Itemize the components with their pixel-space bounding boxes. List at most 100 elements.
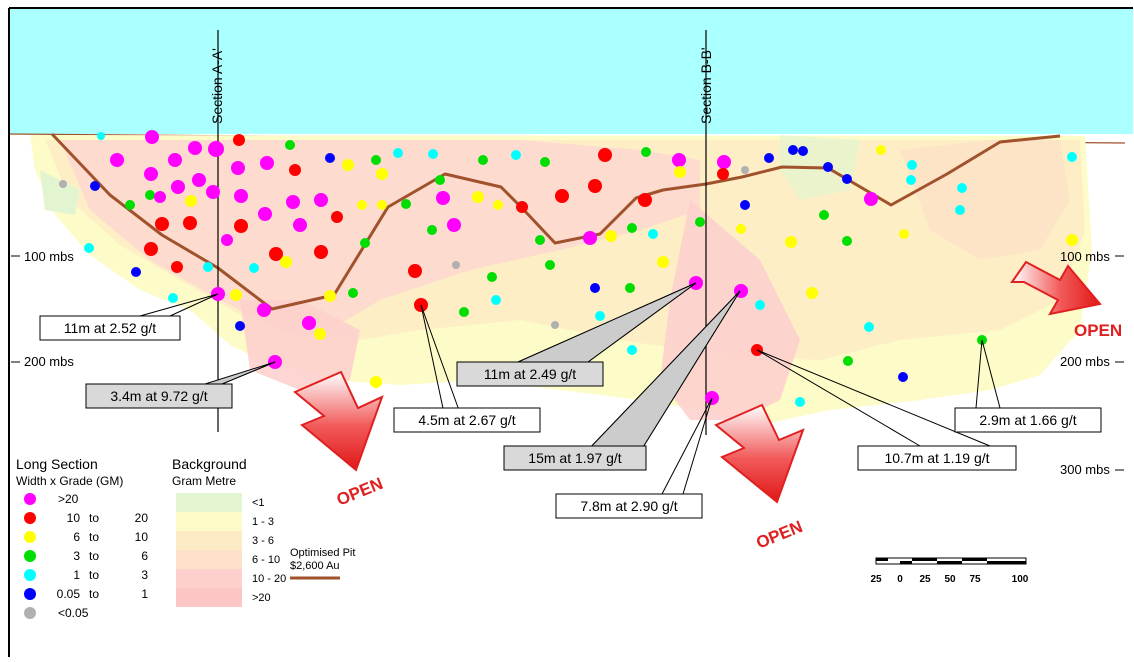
legend-swatch	[24, 588, 36, 600]
drill-intercept-dot	[360, 238, 370, 248]
drill-intercept-dot	[234, 189, 248, 203]
drill-intercept-dot	[110, 153, 124, 167]
drill-intercept-dot	[145, 190, 155, 200]
drill-intercept-dot	[955, 205, 965, 215]
drill-intercept-dot	[648, 229, 658, 239]
drill-intercept-dot	[314, 193, 328, 207]
scale-label: 75	[969, 574, 981, 585]
drill-intercept-dot	[511, 150, 521, 160]
sky-area	[9, 8, 1133, 134]
background-legend-swatch	[176, 531, 242, 550]
drill-intercept-dot	[285, 140, 295, 150]
drill-intercept-dot	[331, 211, 343, 223]
drill-intercept-dot	[144, 242, 158, 256]
open-label-left: OPEN	[334, 474, 386, 510]
background-legend-label: 1 - 3	[252, 516, 274, 528]
drill-intercept-dot	[906, 175, 916, 185]
legend-items: >20 10 to 20 6 to 10 3 to 6 1 to 3 0.05 to 1 <0.05	[24, 492, 148, 620]
drill-intercept-dot	[741, 166, 749, 174]
background-legend-label: >20	[252, 592, 271, 604]
open-arrow-middle: OPEN	[714, 403, 805, 553]
background-legend-label: 6 - 10	[252, 554, 280, 566]
drill-intercept-dot	[740, 200, 750, 210]
callout-box-8: 2.9m at 1.66 g/t	[954, 407, 1102, 433]
drill-intercept-dot	[427, 225, 437, 235]
drill-intercept-dot	[145, 130, 159, 144]
section-a-label: Section A-A'	[209, 48, 225, 124]
scale-label: 25	[870, 574, 882, 585]
drill-intercept-dot	[90, 181, 100, 191]
legend-swatch	[24, 493, 36, 505]
legend-range-high: 1	[141, 587, 148, 601]
drill-intercept-dot	[864, 322, 874, 332]
drill-intercept-dot	[717, 155, 731, 169]
drill-intercept-dot	[131, 267, 141, 277]
drill-intercept-dot	[736, 224, 746, 234]
drill-intercept-dot	[864, 192, 878, 206]
drill-intercept-dot	[516, 201, 528, 213]
legend-pit: Optimised Pit $2,600 Au	[290, 547, 355, 580]
open-label-middle: OPEN	[753, 517, 805, 553]
background-legend-title: Background	[172, 456, 247, 472]
drill-intercept-dot	[452, 261, 460, 269]
callout-text-6: 7.8m at 2.90 g/t	[580, 498, 677, 514]
legend-swatch	[24, 531, 36, 543]
pit-legend-line2: $2,600 Au	[290, 560, 340, 572]
drill-intercept-dot	[289, 164, 301, 176]
drill-intercept-dot	[231, 161, 245, 175]
drill-intercept-dot	[428, 149, 438, 159]
legend-subtitle: Width x Grade (GM)	[16, 474, 123, 488]
background-legend-swatch	[176, 512, 242, 531]
legend-swatch	[24, 512, 36, 524]
callout-text-3: 4.5m at 2.67 g/t	[418, 412, 515, 428]
background-legend-label: 3 - 6	[252, 535, 274, 547]
drill-intercept-dot	[625, 283, 635, 293]
legend-range-low: <0.05	[58, 606, 89, 620]
drill-intercept-dot	[314, 245, 328, 259]
depth-label-right-300: 300 mbs	[1060, 462, 1110, 477]
scale-label: 25	[919, 574, 931, 585]
drill-intercept-dot	[293, 218, 307, 232]
drill-intercept-dot	[595, 311, 605, 321]
callout-box-4: 11m at 2.49 g/t	[456, 361, 604, 387]
callout-box-3: 4.5m at 2.67 g/t	[393, 407, 541, 433]
drill-intercept-dot	[183, 216, 197, 230]
drill-intercept-dot	[447, 218, 461, 232]
callout-text-5: 15m at 1.97 g/t	[528, 450, 622, 466]
drill-intercept-dot	[348, 288, 358, 298]
drill-intercept-dot	[168, 293, 178, 303]
callout-text-2: 3.4m at 9.72 g/t	[110, 388, 207, 404]
drill-intercept-dot	[258, 207, 272, 221]
background-legend-swatch	[176, 550, 242, 569]
callout-box-5: 15m at 1.97 g/t	[503, 445, 647, 471]
drill-intercept-dot	[144, 167, 158, 181]
background-shading	[30, 135, 1092, 425]
drill-intercept-dot	[377, 200, 387, 210]
legend-range-low: 3	[73, 549, 80, 563]
legend-range-high: 20	[135, 511, 149, 525]
callout-box-6: 7.8m at 2.90 g/t	[555, 493, 703, 519]
callout-text-1: 11m at 2.52 g/t	[64, 320, 156, 336]
drill-intercept-dot	[717, 168, 729, 180]
scale-bar: 25 0 25 50 75 100	[870, 557, 1029, 585]
drill-intercept-dot	[545, 260, 555, 270]
scale-label: 0	[897, 574, 903, 585]
legend-range-to: to	[89, 511, 99, 525]
drill-intercept-dot	[280, 256, 292, 268]
legend-range-low: >20	[58, 492, 79, 506]
drill-intercept-dot	[357, 200, 367, 210]
open-arrow-left: OPEN	[293, 370, 386, 510]
depth-label-right-200: 200 mbs	[1060, 354, 1110, 369]
drill-intercept-dot	[674, 166, 686, 178]
drill-intercept-dot	[551, 321, 559, 329]
drill-intercept-dot	[842, 174, 852, 184]
legend-range-to: to	[89, 530, 99, 544]
drill-intercept-dot	[393, 148, 403, 158]
drill-intercept-dot	[154, 191, 166, 203]
section-b-label: Section B-B'	[698, 47, 714, 124]
callout-text-8: 2.9m at 1.66 g/t	[979, 412, 1076, 428]
drill-intercept-dot	[583, 231, 597, 245]
drill-intercept-dot	[588, 179, 602, 193]
